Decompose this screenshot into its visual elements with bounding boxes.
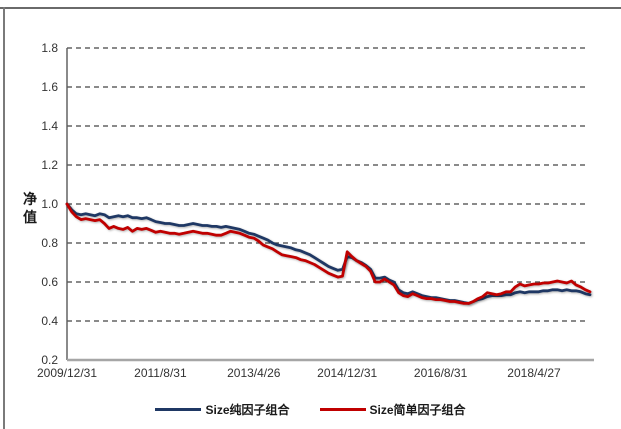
x-tick-label: 2013/4/26 <box>227 366 281 380</box>
legend-item-simple-factor: Size简单因子组合 <box>319 401 466 418</box>
y-tick-label: 0.8 <box>41 236 58 250</box>
x-tick-label: 2009/12/31 <box>37 366 97 380</box>
y-axis-title: 净值 <box>23 191 37 225</box>
y-tick-label: 1.2 <box>41 158 58 172</box>
y-tick-label: 0.4 <box>41 314 58 328</box>
frame-top-border <box>0 7 621 9</box>
x-tick-label: 2014/12/31 <box>317 366 377 380</box>
y-tick-label: 1.4 <box>41 119 58 133</box>
x-tick-label: 2011/8/31 <box>134 366 187 380</box>
y-tick-label: 0.2 <box>41 353 58 367</box>
y-tick-label: 0.6 <box>41 275 58 289</box>
y-tick-label: 1.6 <box>41 80 58 94</box>
series-line-pure-factor <box>65 202 592 305</box>
legend-label-pure-factor: Size纯因子组合 <box>205 402 290 417</box>
series-line-simple-factor <box>65 202 592 305</box>
legend-line-red <box>319 407 366 411</box>
y-tick-label: 1.8 <box>41 41 58 55</box>
legend-label-simple-factor: Size简单因子组合 <box>369 402 466 417</box>
chart-legend: Size纯因子组合 Size简单因子组合 <box>0 399 621 419</box>
x-tick-label: 2016/8/31 <box>414 366 468 380</box>
legend-line-blue <box>155 407 202 411</box>
x-tick-label: 2018/4/27 <box>507 366 561 380</box>
frame-left-border <box>3 7 5 429</box>
legend-item-pure-factor: Size纯因子组合 <box>155 401 290 418</box>
y-tick-label: 1.0 <box>41 197 58 211</box>
